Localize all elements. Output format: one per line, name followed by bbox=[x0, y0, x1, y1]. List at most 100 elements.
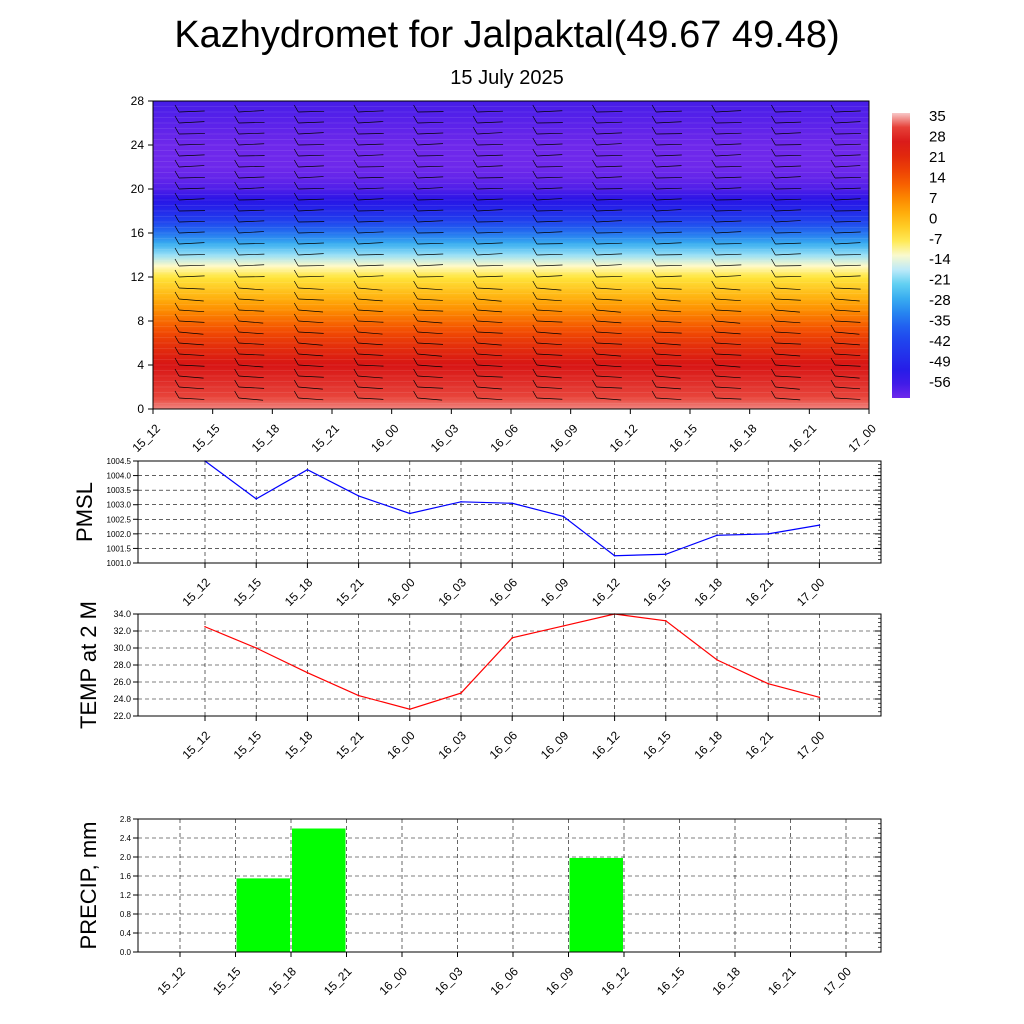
wind-barb-feather bbox=[651, 313, 657, 322]
pmsl-point bbox=[613, 554, 616, 557]
legend-label: -7 bbox=[929, 231, 942, 248]
wind-barb bbox=[536, 353, 563, 356]
wind-barb bbox=[656, 198, 682, 201]
wind-barb bbox=[298, 386, 323, 390]
y-axis-label: TEMP at 2 M bbox=[76, 601, 101, 729]
wind-barb bbox=[656, 364, 682, 367]
wind-barb-feather bbox=[472, 368, 478, 377]
wind-barb bbox=[715, 298, 741, 302]
wind-barb-feather bbox=[234, 225, 239, 234]
wind-barb-feather bbox=[413, 346, 418, 355]
wind-barb bbox=[656, 209, 682, 212]
wind-barb bbox=[417, 298, 443, 301]
temp-point bbox=[716, 659, 718, 661]
wind-barb bbox=[238, 176, 265, 179]
wind-barb-feather bbox=[234, 390, 239, 399]
wind-barb-feather bbox=[413, 159, 418, 168]
wind-barb-feather bbox=[413, 214, 418, 223]
wind-barb-feather bbox=[472, 104, 478, 113]
wind-barb bbox=[417, 143, 443, 146]
wind-barb-feather bbox=[174, 181, 180, 190]
wind-barb-feather bbox=[472, 181, 478, 190]
wind-barb bbox=[417, 375, 443, 378]
wind-barb-feather bbox=[293, 313, 299, 322]
wind-barb-feather bbox=[413, 115, 418, 124]
wind-barb bbox=[357, 375, 383, 379]
wind-barb bbox=[357, 231, 384, 234]
wind-barb-feather bbox=[771, 280, 776, 289]
wind-barb bbox=[417, 264, 443, 267]
wind-barb-feather bbox=[413, 225, 418, 234]
wind-barb-feather bbox=[592, 170, 597, 179]
y-tick-label: 26.0 bbox=[113, 677, 131, 687]
wind-barb bbox=[477, 209, 503, 212]
wind-barb-feather bbox=[771, 258, 776, 267]
wind-barb-feather bbox=[174, 258, 180, 267]
wind-barb bbox=[596, 242, 623, 245]
wind-barb-feather bbox=[532, 324, 538, 333]
x-tick-label: 15_21 bbox=[308, 421, 342, 455]
wind-barb bbox=[656, 375, 681, 379]
wind-barb-feather bbox=[592, 357, 597, 366]
wind-barb-feather bbox=[413, 379, 418, 388]
wind-barb bbox=[417, 132, 444, 135]
wind-barb-feather bbox=[472, 346, 478, 355]
wind-barb-feather bbox=[771, 126, 776, 135]
wind-barb-feather bbox=[771, 346, 776, 355]
wind-barb bbox=[477, 298, 502, 302]
wind-barb-feather bbox=[293, 170, 299, 179]
pmsl-point bbox=[409, 512, 411, 515]
wind-barb bbox=[536, 176, 563, 179]
wind-barb-feather bbox=[353, 280, 359, 289]
wind-barb-feather bbox=[293, 203, 299, 212]
x-tick-label: 16_21 bbox=[743, 575, 777, 609]
wind-barb bbox=[834, 177, 861, 179]
x-tick-label: 16_12 bbox=[589, 575, 623, 609]
y-tick-label: 1002.0 bbox=[107, 530, 132, 539]
wind-barb bbox=[834, 331, 860, 335]
wind-barb-feather bbox=[711, 148, 717, 157]
y-tick-label: 8 bbox=[137, 314, 144, 328]
wind-barb bbox=[298, 309, 324, 313]
wind-barb bbox=[357, 264, 384, 267]
y-tick-label: 1004.5 bbox=[107, 457, 132, 466]
wind-barb bbox=[775, 242, 802, 245]
wind-barb-feather bbox=[771, 181, 776, 190]
wind-barb-feather bbox=[771, 236, 776, 245]
wind-barb bbox=[178, 386, 205, 390]
wind-barb bbox=[178, 242, 205, 245]
wind-barb bbox=[596, 331, 622, 334]
wind-barb-feather bbox=[413, 236, 418, 245]
wind-barb-feather bbox=[293, 148, 299, 157]
wind-barb bbox=[775, 132, 801, 135]
wind-barb bbox=[536, 275, 563, 278]
wind-barb-feather bbox=[592, 148, 597, 157]
wind-barb-feather bbox=[353, 302, 359, 311]
wind-barb bbox=[417, 353, 443, 357]
wind-barb bbox=[775, 364, 801, 368]
wind-barb-feather bbox=[532, 313, 538, 322]
wind-barb bbox=[357, 331, 383, 335]
wind-barb bbox=[417, 209, 444, 212]
wind-barb bbox=[834, 397, 861, 400]
legend-label: -35 bbox=[929, 313, 951, 330]
wind-barb-feather bbox=[234, 181, 239, 190]
wind-barb-feather bbox=[472, 236, 478, 245]
wind-barb-feather bbox=[532, 203, 538, 212]
wind-barb bbox=[775, 220, 801, 223]
y-tick-label: 1001.0 bbox=[107, 559, 132, 568]
wind-barb bbox=[775, 287, 801, 290]
wind-barb-feather bbox=[174, 214, 180, 223]
wind-barb-feather bbox=[830, 203, 836, 212]
wind-barb-feather bbox=[771, 368, 776, 377]
wind-barb bbox=[596, 298, 622, 301]
wind-barb-feather bbox=[293, 236, 299, 245]
wind-barb-feather bbox=[830, 170, 836, 179]
wind-barb bbox=[178, 287, 205, 290]
wind-barb bbox=[417, 176, 444, 179]
wind-barb-feather bbox=[413, 247, 418, 256]
wind-barb bbox=[536, 298, 562, 302]
wind-barb-feather bbox=[293, 181, 299, 190]
wind-barb-feather bbox=[592, 258, 597, 267]
